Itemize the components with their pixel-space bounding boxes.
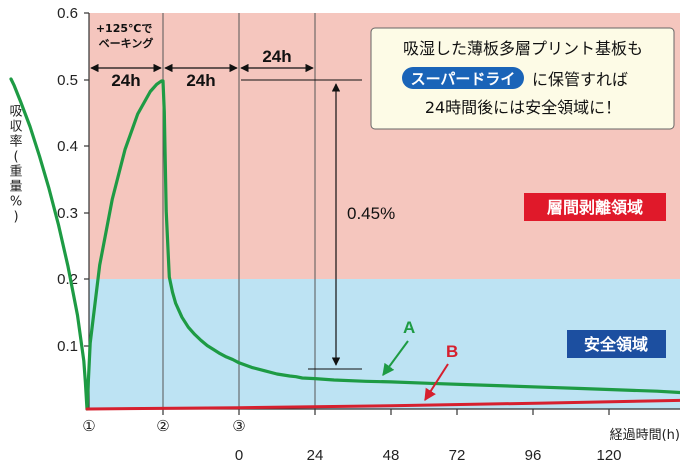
callout-line-1: 吸湿した薄板多層プリント基板も: [403, 39, 643, 58]
y-axis-label-char: 量: [9, 180, 22, 195]
y-tick-label: 0.3: [57, 205, 78, 222]
bake-note-line: ベーキング: [99, 36, 154, 50]
region-badge-safe: 安全領域: [567, 330, 666, 358]
series-pointer-b: [424, 363, 449, 402]
x-tick-label: 96: [525, 447, 542, 464]
duration-label-1: 24h: [111, 71, 140, 90]
y-axis-label-char: (: [13, 150, 18, 165]
stage-marker-2: ②: [156, 417, 169, 435]
y-tick-label: 0.6: [57, 5, 78, 22]
bake-note-line: +125℃で: [96, 22, 153, 35]
region-label-delamination: 層間剥離領域: [547, 198, 643, 217]
phase-annotations: +125℃で ベーキング 24h 24h 24h: [90, 22, 314, 90]
x-tick-label: 0: [235, 447, 243, 464]
stage-marker-3: ③: [232, 417, 245, 435]
y-axis-label-char: 重: [9, 164, 22, 180]
x-tick-label: 72: [449, 447, 466, 464]
series-layer: [9, 77, 680, 411]
series-label-b: B: [446, 342, 458, 361]
series-pointer-a: [382, 340, 409, 376]
y-axis-label-char: %: [10, 195, 22, 210]
y-axis-label-char: 収: [9, 120, 22, 135]
callout-line-3: 24時間後には安全領域に！: [425, 98, 621, 117]
series-label-a: A: [403, 318, 415, 337]
stage-marker-1: ①: [82, 417, 95, 435]
x-tick-label: 24: [307, 447, 324, 464]
y-axis-label: 吸収率(重量%): [9, 105, 22, 225]
y-tick-label: 0.5: [57, 72, 78, 89]
callout-line-2: に保管すれば: [532, 70, 628, 89]
difference-label: 0.45%: [347, 204, 395, 223]
y-tick-label: 0.2: [57, 271, 78, 288]
y-tick-labels: 0.6 0.5 0.4 0.3 0.2 0.1: [57, 5, 78, 355]
region-label-safe: 安全領域: [584, 335, 648, 354]
region-badge-delamination: 層間剥離領域: [524, 193, 666, 221]
callout-box: 吸湿した薄板多層プリント基板も スーパードライ に保管すれば 24時間後には安全…: [370, 27, 675, 130]
series-labels: A B: [382, 318, 458, 402]
series-line-a: [9, 77, 680, 411]
x-tick-labels: 0 24 48 72 96 120: [235, 447, 622, 464]
y-tick-label: 0.1: [57, 338, 78, 355]
grid-lines: [162, 13, 316, 409]
y-axis-label-char: 率: [9, 134, 22, 150]
bake-note: +125℃で ベーキング: [96, 22, 156, 50]
duration-label-3: 24h: [262, 47, 291, 66]
duration-label-2: 24h: [186, 71, 215, 90]
stage-markers: ① ② ③: [82, 417, 245, 435]
y-axis-label-char: ): [13, 210, 18, 225]
superdry-badge-label: スーパードライ: [411, 70, 516, 88]
difference-annotation: 0.45%: [241, 79, 395, 370]
series-line-b: [85, 398, 680, 411]
y-tick-label: 0.4: [57, 138, 78, 155]
y-axis-label-char: 吸: [9, 105, 22, 120]
superdry-badge: [402, 67, 524, 89]
x-tick-label: 120: [596, 447, 621, 464]
x-tick-label: 48: [383, 447, 400, 464]
x-axis-label: 経過時間(h): [610, 428, 680, 443]
